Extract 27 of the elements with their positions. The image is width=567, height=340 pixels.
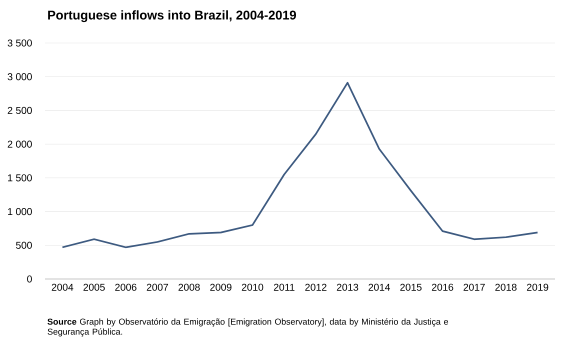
x-tick-label: 2019 — [526, 284, 548, 291]
x-tick-label: 2005 — [83, 284, 105, 291]
x-tick-label: 2004 — [52, 284, 74, 291]
x-tick-label: 2015 — [400, 284, 422, 291]
y-tick-label: 2 000 — [8, 140, 32, 148]
x-tick-label: 2007 — [146, 284, 168, 291]
x-tick-label: 2010 — [242, 284, 264, 291]
x-tick-label: 2018 — [495, 284, 517, 291]
text: Source Graph by Observatório da Emigração [Emigration Observatory], data by Ministério da Justiça e Segurança Pública. — [48, 318, 448, 336]
x-tick-label: 2008 — [178, 284, 200, 291]
x-tick-label: 2016 — [432, 284, 454, 291]
line-series — [62, 82, 538, 248]
y-tick-label: 1 000 — [8, 208, 32, 216]
x-tick-label: 2013 — [336, 284, 358, 291]
y-tick-label: 2 500 — [8, 106, 32, 114]
x-tick-label: 2012 — [305, 284, 326, 291]
y-tick-label: 1 500 — [8, 174, 32, 182]
chart-title: Portuguese inflows into Brazil, 2004-2019 — [48, 10, 296, 22]
x-tick-label: 2017 — [464, 284, 485, 291]
y-tick-label: 3 000 — [8, 73, 32, 80]
x-tick-label: 2006 — [115, 284, 136, 291]
x-tick-label: 2014 — [368, 284, 390, 291]
y-tick-label: 500 — [16, 242, 32, 249]
x-tick-label: 2011 — [274, 284, 294, 291]
x-tick-label: 2009 — [210, 284, 232, 291]
y-tick-label: 0 — [27, 275, 32, 283]
y-tick-label: 3 500 — [8, 39, 32, 47]
